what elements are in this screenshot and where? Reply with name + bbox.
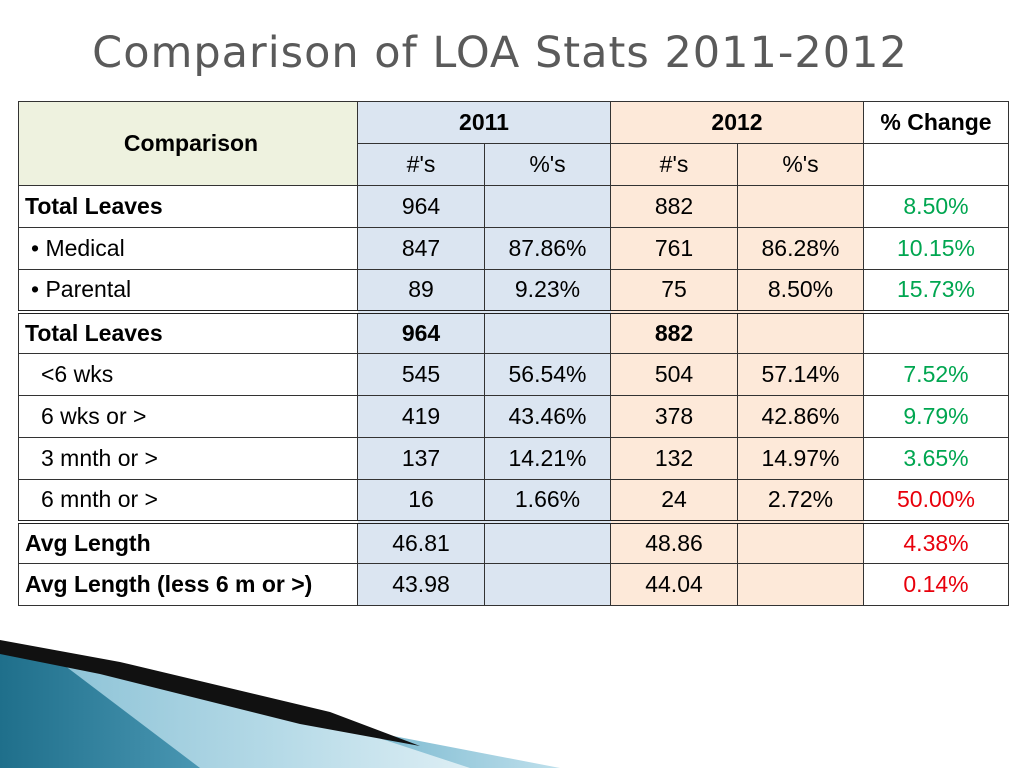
page-title: Comparison of LOA Stats 2011-2012: [92, 28, 908, 78]
table-row: • Medical 847 87.86% 761 86.28% 10.15%: [18, 227, 1009, 270]
value-2011-num: 16: [357, 479, 485, 524]
loa-stats-table: Comparison 2011 2012 % Change #'s %'s #'…: [18, 101, 1009, 606]
row-label: Total Leaves: [18, 185, 358, 228]
value-2011-pct: [484, 521, 611, 564]
num-2011-header: #'s: [357, 143, 485, 186]
value-2012-pct: [737, 185, 864, 228]
value-2012-num: 75: [610, 269, 738, 314]
value-2011-pct: [484, 563, 611, 606]
value-2012-num: 882: [610, 311, 738, 354]
table-row: 6 mnth or > 16 1.66% 24 2.72% 50.00%: [18, 479, 1009, 524]
value-2012-num: 132: [610, 437, 738, 480]
value-2012-num: 882: [610, 185, 738, 228]
value-2012-pct: 2.72%: [737, 479, 864, 524]
row-label: 3 mnth or >: [18, 437, 358, 480]
value-2011-pct: 14.21%: [484, 437, 611, 480]
row-label: Avg Length: [18, 521, 358, 564]
value-2012-pct: 57.14%: [737, 353, 864, 396]
table-row: Avg Length 46.81 48.86 4.38%: [18, 521, 1009, 564]
table-row: Avg Length (less 6 m or >) 43.98 44.04 0…: [18, 563, 1009, 606]
value-2011-pct: 1.66%: [484, 479, 611, 524]
value-2011-num: 46.81: [357, 521, 485, 564]
value-change: 4.38%: [863, 521, 1009, 564]
value-2012-pct: 42.86%: [737, 395, 864, 438]
value-change: 0.14%: [863, 563, 1009, 606]
value-2012-num: 378: [610, 395, 738, 438]
year-2012-header: 2012: [610, 101, 864, 144]
table-row: <6 wks 545 56.54% 504 57.14% 7.52%: [18, 353, 1009, 396]
value-change: 7.52%: [863, 353, 1009, 396]
value-2012-num: 44.04: [610, 563, 738, 606]
pct-change-header: % Change: [863, 101, 1009, 144]
value-2012-num: 761: [610, 227, 738, 270]
num-2012-header: #'s: [610, 143, 738, 186]
table-row: • Parental 89 9.23% 75 8.50% 15.73%: [18, 269, 1009, 314]
value-2011-pct: 9.23%: [484, 269, 611, 314]
pct-2012-header: %'s: [737, 143, 864, 186]
row-label: • Medical: [18, 227, 358, 270]
decorative-swoosh: [0, 640, 560, 768]
value-change: 10.15%: [863, 227, 1009, 270]
value-2012-num: 24: [610, 479, 738, 524]
row-label: 6 mnth or >: [18, 479, 358, 524]
value-2011-num: 419: [357, 395, 485, 438]
pct-change-subheader: [863, 143, 1009, 186]
value-2012-pct: [737, 521, 864, 564]
value-2011-num: 89: [357, 269, 485, 314]
value-2011-num: 137: [357, 437, 485, 480]
row-label: <6 wks: [18, 353, 358, 396]
table-row: Total Leaves 964 882 8.50%: [18, 185, 1009, 228]
table-row: Total Leaves 964 882: [18, 311, 1009, 354]
table-row: 6 wks or > 419 43.46% 378 42.86% 9.79%: [18, 395, 1009, 438]
table-row: 3 mnth or > 137 14.21% 132 14.97% 3.65%: [18, 437, 1009, 480]
value-change: 15.73%: [863, 269, 1009, 314]
comparison-header: Comparison: [18, 101, 358, 186]
value-change: 8.50%: [863, 185, 1009, 228]
subheader-row: #'s %'s #'s %'s: [19, 143, 1009, 186]
value-2012-pct: [737, 311, 864, 354]
value-change: 50.00%: [863, 479, 1009, 524]
year-2011-header: 2011: [357, 101, 611, 144]
value-2012-num: 48.86: [610, 521, 738, 564]
value-2012-pct: 8.50%: [737, 269, 864, 314]
header-row: Comparison 2011 2012 % Change: [18, 101, 1009, 186]
value-2011-num: 545: [357, 353, 485, 396]
value-2011-num: 964: [357, 311, 485, 354]
value-2011-num: 43.98: [357, 563, 485, 606]
value-2012-num: 504: [610, 353, 738, 396]
row-label: 6 wks or >: [18, 395, 358, 438]
value-2011-num: 964: [357, 185, 485, 228]
value-change: 3.65%: [863, 437, 1009, 480]
value-2012-pct: [737, 563, 864, 606]
row-label: Total Leaves: [18, 311, 358, 354]
value-2011-pct: 43.46%: [484, 395, 611, 438]
value-2012-pct: 14.97%: [737, 437, 864, 480]
row-label: • Parental: [18, 269, 358, 314]
value-2011-pct: [484, 185, 611, 228]
value-2011-pct: [484, 311, 611, 354]
value-2012-pct: 86.28%: [737, 227, 864, 270]
value-2011-num: 847: [357, 227, 485, 270]
value-change: [863, 311, 1009, 354]
pct-2011-header: %'s: [484, 143, 611, 186]
value-2011-pct: 56.54%: [484, 353, 611, 396]
value-change: 9.79%: [863, 395, 1009, 438]
row-label: Avg Length (less 6 m or >): [18, 563, 358, 606]
value-2011-pct: 87.86%: [484, 227, 611, 270]
